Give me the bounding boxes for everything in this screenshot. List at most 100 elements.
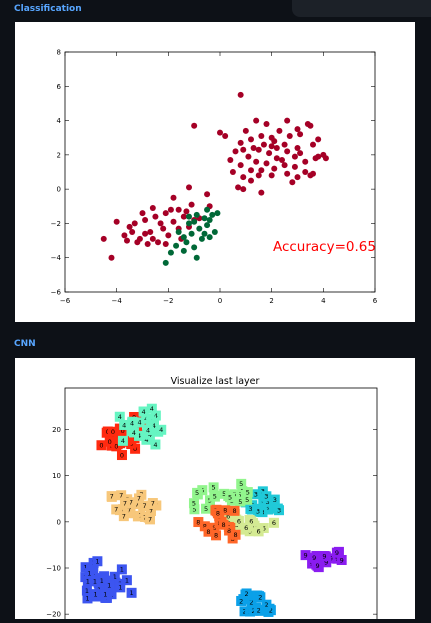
red-class-point <box>253 117 260 124</box>
cluster-marker-4 <box>150 439 161 450</box>
cluster-marker-0 <box>111 441 122 452</box>
cluster-marker-3 <box>250 489 261 500</box>
cluster-marker-2 <box>236 595 247 606</box>
cluster-marker-label: 9 <box>304 551 308 559</box>
red-class-point <box>315 136 322 143</box>
cluster-marker-label: 1 <box>84 564 88 572</box>
cnn-panel: Visualize last layer−20−1001020000000000… <box>15 358 415 623</box>
red-class-point <box>170 194 177 201</box>
cluster-marker-2 <box>261 599 272 610</box>
cluster-marker-label: 8 <box>232 507 236 515</box>
cluster-marker-label: 3 <box>256 508 260 516</box>
red-class-point <box>124 237 130 244</box>
red-class-point <box>147 229 154 235</box>
cluster-marker-label: 1 <box>85 587 89 595</box>
cluster-marker-0 <box>102 426 113 437</box>
cluster-marker-1 <box>84 568 95 579</box>
cluster-marker-label: 0 <box>111 428 115 436</box>
cluster-marker-label: 0 <box>99 442 103 450</box>
cluster-marker-8 <box>199 521 210 532</box>
green-class-point <box>167 249 174 256</box>
cluster-marker-7 <box>119 498 130 509</box>
cluster-marker-4 <box>148 420 159 431</box>
red-class-point <box>258 133 265 139</box>
cluster-marker-5 <box>189 504 200 515</box>
red-class-point <box>240 186 247 193</box>
cluster-marker-label: 8 <box>233 531 237 539</box>
red-class-point <box>276 127 283 134</box>
cluster-marker-label: 8 <box>203 523 207 531</box>
cluster-marker-9 <box>336 554 347 565</box>
cluster-marker-9 <box>319 551 330 562</box>
red-class-point <box>315 153 322 160</box>
cluster-marker-2 <box>239 606 250 617</box>
red-class-point <box>255 146 262 153</box>
cluster-marker-1 <box>104 580 115 591</box>
cluster-marker-label: 1 <box>100 577 104 585</box>
cluster-marker-6 <box>233 516 244 527</box>
cluster-marker-7 <box>145 514 156 525</box>
cluster-marker-label: 7 <box>142 502 146 510</box>
cluster-marker-label: 8 <box>206 528 210 536</box>
green-class-point <box>191 244 198 251</box>
green-class-point <box>196 225 203 232</box>
y-tick-label: −4 <box>51 254 62 262</box>
red-class-point <box>139 210 146 217</box>
cluster-marker-label: 2 <box>264 601 268 609</box>
cnn-embedding-chart: Visualize last layer−20−1001020000000000… <box>46 376 378 623</box>
cluster-marker-8 <box>211 530 222 541</box>
cluster-marker-label: 2 <box>249 598 253 606</box>
cluster-marker-3 <box>252 506 263 517</box>
cluster-marker-label: 7 <box>151 499 155 507</box>
green-class-point <box>183 239 190 246</box>
red-class-point <box>188 201 195 208</box>
cluster-marker-label: 2 <box>269 606 273 614</box>
cluster-marker-label: 8 <box>223 507 227 515</box>
cluster-marker-label: 1 <box>118 584 122 592</box>
cluster-marker-8 <box>209 522 220 533</box>
x-tick-label: −4 <box>112 297 123 305</box>
cluster-marker-4 <box>117 435 128 446</box>
red-class-point <box>183 208 190 215</box>
cluster-marker-label: 7 <box>149 507 153 515</box>
red-class-point <box>281 141 288 148</box>
cluster-marker-5 <box>242 494 253 505</box>
cluster-marker-label: 1 <box>95 558 99 566</box>
red-class-point <box>297 131 304 138</box>
green-class-point <box>201 230 208 237</box>
red-class-point <box>304 121 311 127</box>
cluster-marker-9 <box>300 550 311 561</box>
cluster-marker-1 <box>109 571 120 582</box>
cluster-marker-7 <box>118 511 129 522</box>
cluster-marker-label: 4 <box>141 408 145 416</box>
classification-panel: −6 −4 −2 0 2 4 6 −6 −4 −2 0 2 4 6 8 Accuracy=0.65 <box>15 22 415 322</box>
cluster-marker-label: 9 <box>312 554 316 562</box>
cluster-marker-label: 3 <box>277 506 281 514</box>
cluster-marker-1 <box>96 575 107 586</box>
red-class-point <box>186 184 192 191</box>
cluster-marker-7 <box>133 493 144 504</box>
cluster-marker-8 <box>224 525 235 536</box>
red-class-point <box>253 158 260 165</box>
x-tick-label: 6 <box>373 297 378 305</box>
cluster-marker-8 <box>203 526 214 537</box>
chart-title: Visualize last layer <box>171 376 260 387</box>
cluster-marker-8 <box>230 529 241 540</box>
cluster-marker-label: 2 <box>242 608 246 616</box>
cluster-marker-label: 2 <box>257 607 261 615</box>
red-class-point <box>240 146 247 153</box>
red-class-point <box>162 241 169 247</box>
y-tick-label: −6 <box>51 289 62 297</box>
y-tick-label: −10 <box>46 565 61 573</box>
green-class-point <box>188 230 195 237</box>
red-class-point <box>268 172 275 179</box>
red-class-point <box>191 122 198 129</box>
cluster-marker-2 <box>241 588 252 599</box>
cluster-marker-label: 5 <box>192 506 196 514</box>
red-class-point <box>268 134 275 141</box>
red-class-point <box>237 162 244 169</box>
red-class-point <box>142 217 149 223</box>
cluster-marker-8 <box>218 519 229 530</box>
cluster-marker-label: 1 <box>87 569 91 577</box>
green-class-point <box>214 210 221 217</box>
